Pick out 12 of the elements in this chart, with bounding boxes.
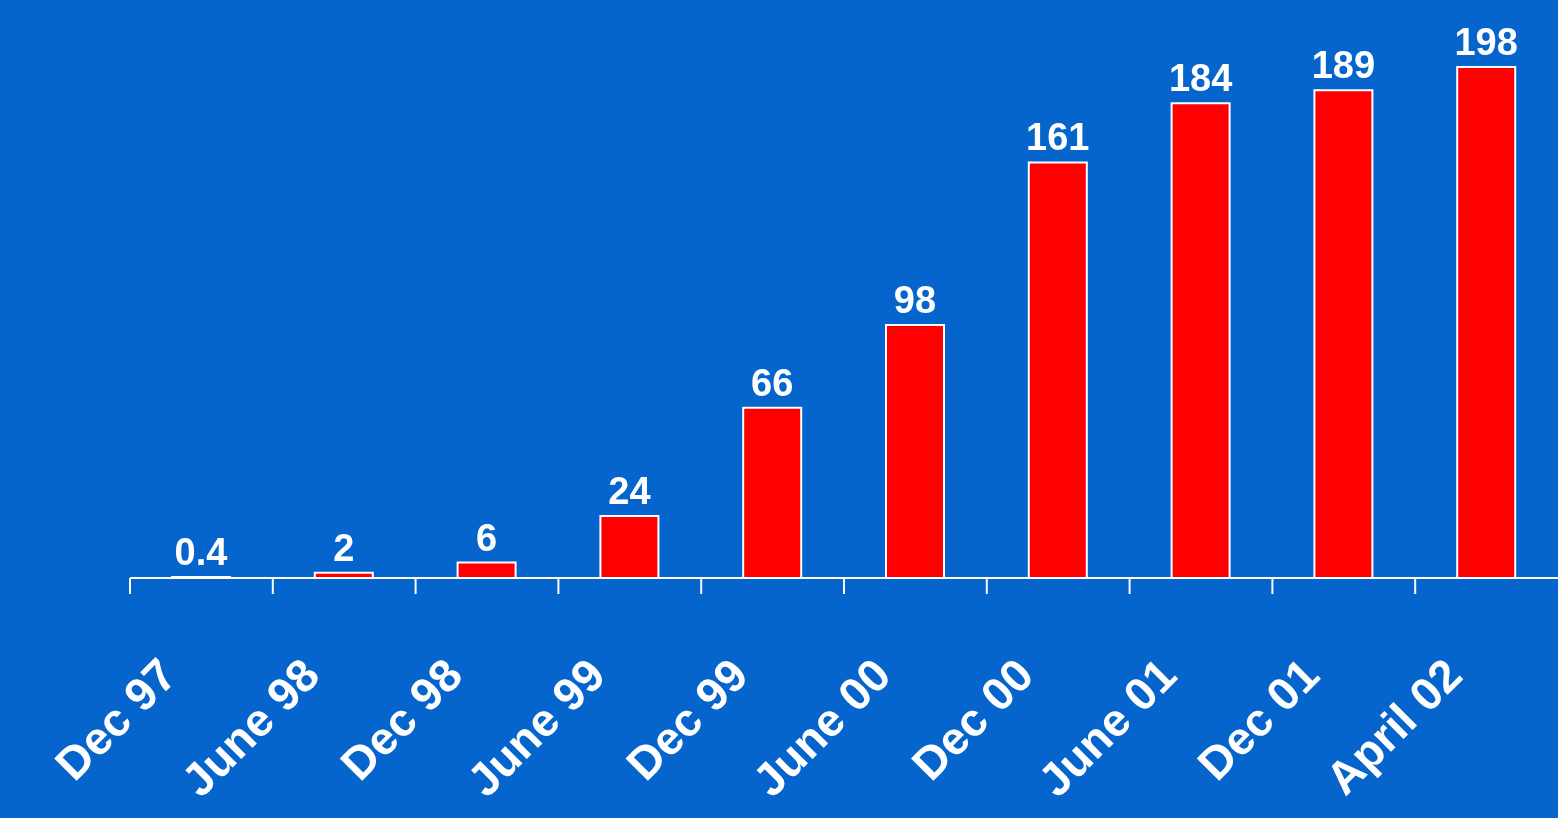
data-label: 66 <box>751 361 794 404</box>
data-label: 6 <box>476 516 498 559</box>
data-label: 189 <box>1311 44 1376 87</box>
data-label: 198 <box>1454 21 1518 63</box>
data-label: 161 <box>1026 116 1090 159</box>
data-label: 98 <box>893 279 937 322</box>
data-label: 0.4 <box>174 530 228 573</box>
x-tick-label: Dec 01 <box>1187 648 1329 790</box>
data-label: 2 <box>333 526 355 569</box>
x-tick-label: Dec 99 <box>616 648 758 790</box>
data-label: 24 <box>608 470 651 513</box>
data-label: 184 <box>1168 57 1233 100</box>
